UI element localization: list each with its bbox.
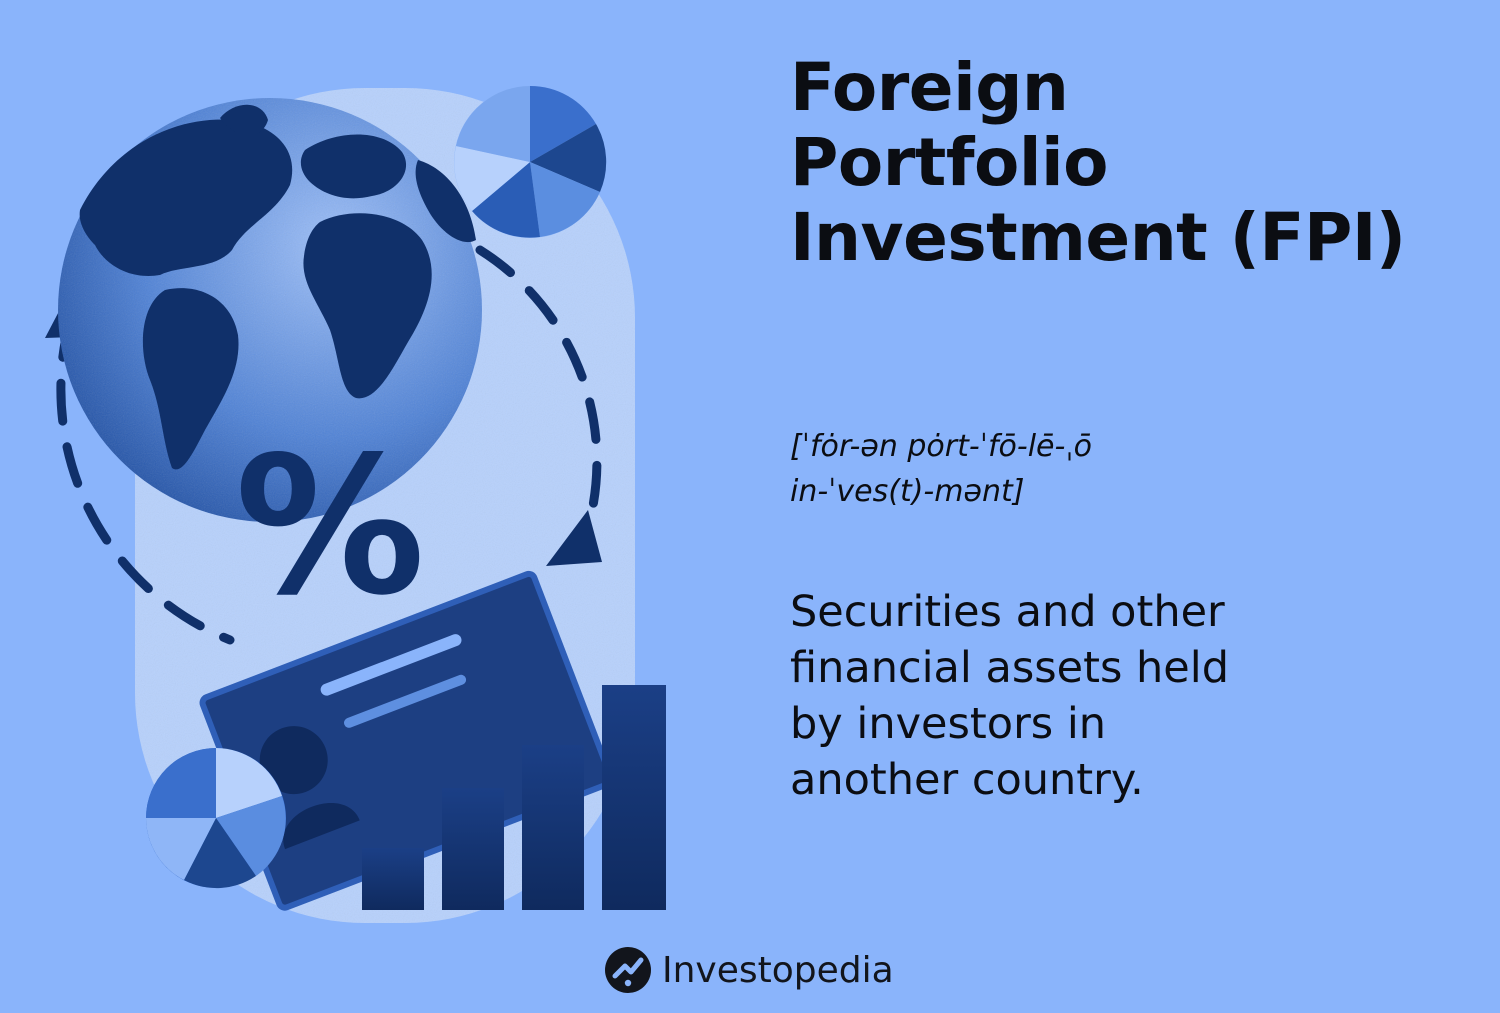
percent-symbol: % xyxy=(235,416,425,637)
bar-3 xyxy=(522,745,584,910)
bar-chart-icon xyxy=(362,685,666,910)
title-line: Portfolio xyxy=(790,124,1108,202)
title-line: Foreign xyxy=(790,49,1069,126)
title-line: Investment (FPI) xyxy=(790,199,1406,277)
definition: Securities and other financial assets he… xyxy=(790,585,1229,809)
page-title: Foreign Portfolio Investment (FPI) xyxy=(790,50,1406,276)
pronunciation-line: [ˈfȯr-ən pȯrt-ˈfō-lē-ˌō xyxy=(790,429,1092,464)
brand-logo: Investopedia xyxy=(604,942,894,998)
bar-4 xyxy=(602,685,666,910)
definition-line: another country. xyxy=(790,754,1144,805)
bar-1 xyxy=(362,848,424,910)
arrow-head-down xyxy=(546,510,602,566)
pie-chart-icon xyxy=(146,748,286,889)
pie-chart-icon xyxy=(454,85,607,238)
investopedia-logo-icon xyxy=(605,947,651,993)
brand-name: Investopedia xyxy=(662,949,894,991)
pronunciation: [ˈfȯr-ən pȯrt-ˈfō-lē-ˌō in-ˈves(t)-mənt] xyxy=(790,424,1092,514)
foreign-investment-illustration: % xyxy=(45,85,666,923)
definition-line: by investors in xyxy=(790,698,1107,749)
bar-2 xyxy=(442,788,504,910)
pronunciation-line: in-ˈves(t)-mənt] xyxy=(790,474,1025,509)
definition-line: financial assets held xyxy=(790,642,1229,693)
definition-line: Securities and other xyxy=(790,587,1225,637)
globe-icon xyxy=(58,98,482,522)
